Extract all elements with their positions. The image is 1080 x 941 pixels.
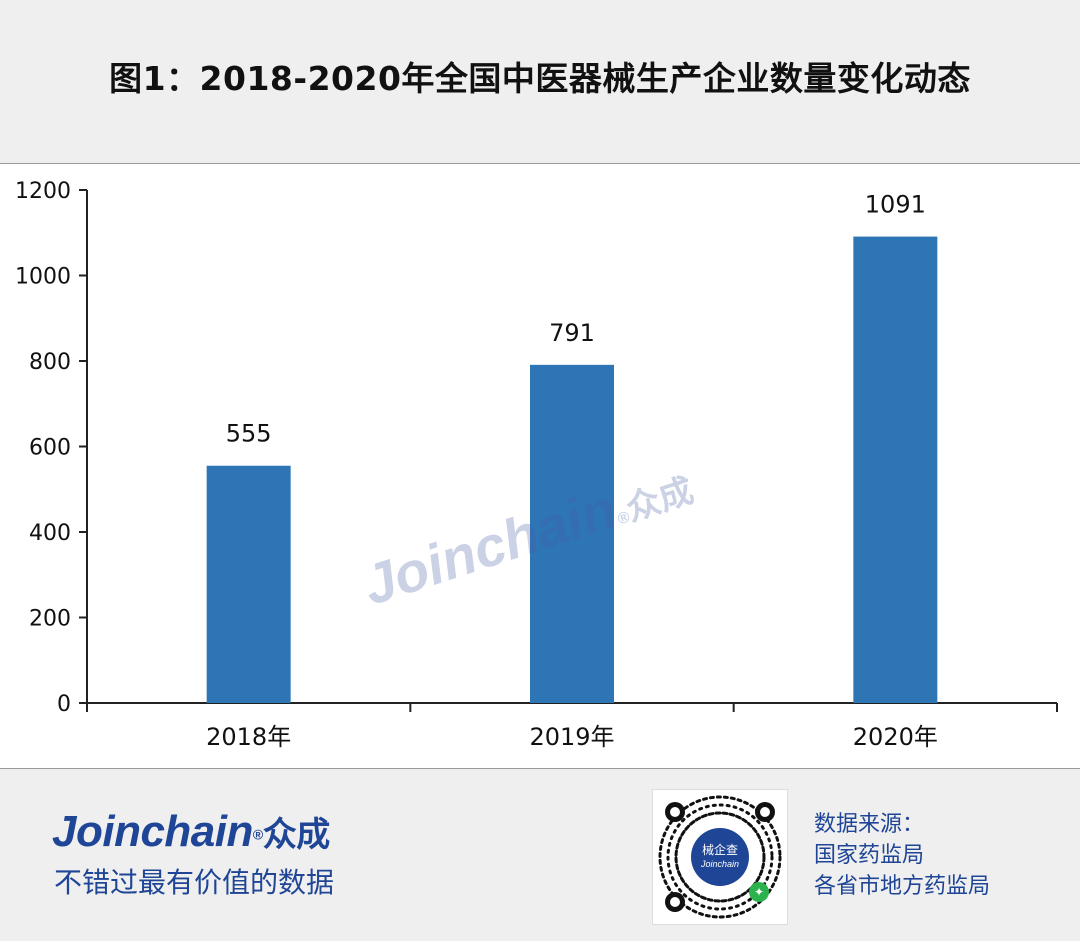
x-tick-label: 2018年 xyxy=(206,723,291,751)
brand-logo: Joinchain®众成 xyxy=(52,807,330,857)
qr-badge: 械企查 Joinchain xyxy=(691,828,749,886)
bar-chart: 0 200 400 600 800 1000 1200 555 2018年 791 2019年 109… xyxy=(15,179,1058,751)
x-tick-label: 2020年 xyxy=(853,723,938,751)
bar xyxy=(853,236,938,703)
mini-program-icon: ✦ xyxy=(749,882,769,902)
y-tick-label: 800 xyxy=(29,350,71,375)
qr-badge-subtitle: Joinchain xyxy=(700,859,740,869)
y-tick-label: 200 xyxy=(29,607,71,632)
data-label: 555 xyxy=(226,420,272,448)
source-line-2: 各省市地方药监局 xyxy=(814,874,991,899)
bar xyxy=(530,364,614,703)
chart-area: 0 200 400 600 800 1000 1200 555 2018年 791 2019年 109… xyxy=(0,164,1080,769)
data-source: 数据来源： 国家药监局 各省市地方药监局 xyxy=(814,809,990,902)
qr-code[interactable]: 械企查 Joinchain ✦ xyxy=(652,789,788,925)
brand-name: Joinchain xyxy=(52,807,253,856)
brand-registered: ® xyxy=(252,826,263,843)
x-tick-label: 2019年 xyxy=(529,723,614,751)
y-tick-label: 1000 xyxy=(15,265,71,290)
y-tick-label: 0 xyxy=(57,692,71,717)
source-label: 数据来源： xyxy=(814,812,925,837)
bar xyxy=(206,465,291,703)
brand-cn: 众成 xyxy=(262,816,331,854)
data-label: 791 xyxy=(549,319,595,347)
y-tick-label: 400 xyxy=(29,521,71,546)
qr-pattern xyxy=(658,795,782,919)
footer: Joinchain®众成 不错过最有价值的数据 械企查 Joinchain ✦ … xyxy=(0,769,1080,941)
chart-title: 图1：2018-2020年全国中医器械生产企业数量变化动态 xyxy=(109,58,971,98)
data-label: 1091 xyxy=(865,191,926,219)
qr-badge-title: 械企查 xyxy=(701,843,738,857)
slogan: 不错过最有价值的数据 xyxy=(54,866,335,899)
y-tick-label: 600 xyxy=(29,436,71,461)
source-line-1: 国家药监局 xyxy=(814,843,925,868)
header: 图1：2018-2020年全国中医器械生产企业数量变化动态 xyxy=(0,0,1080,164)
y-tick-label: 1200 xyxy=(15,179,71,204)
